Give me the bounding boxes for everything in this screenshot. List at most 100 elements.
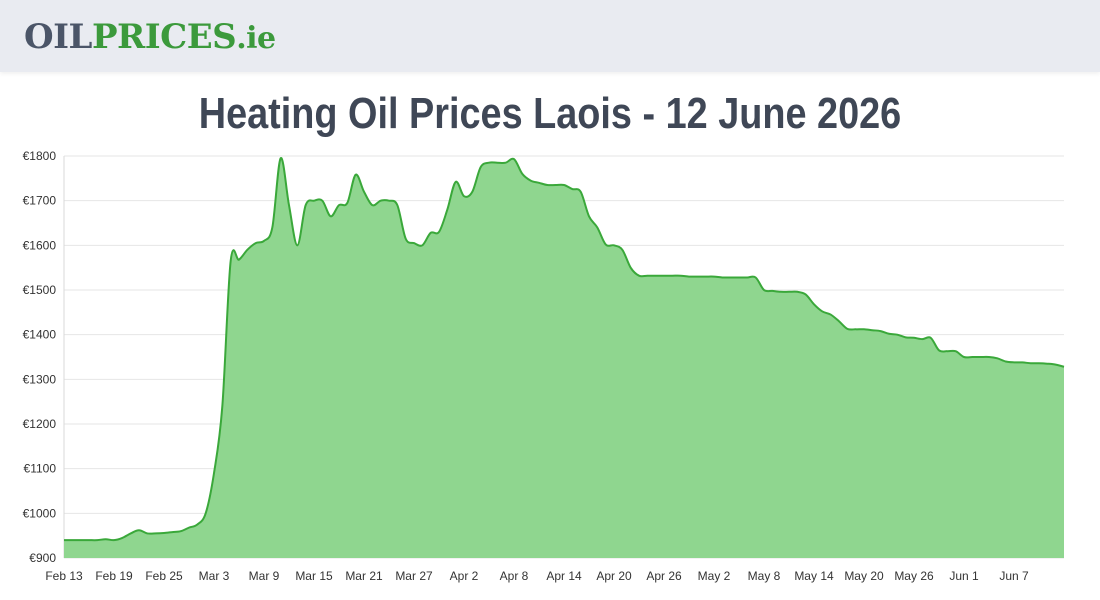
data-point[interactable] <box>994 355 1000 361</box>
data-point[interactable] <box>219 403 225 409</box>
data-point[interactable] <box>719 274 725 280</box>
data-point[interactable] <box>94 537 100 543</box>
data-point[interactable] <box>611 242 617 248</box>
data-point[interactable] <box>361 189 367 195</box>
data-point[interactable] <box>211 470 217 476</box>
data-point[interactable] <box>178 528 184 534</box>
data-point[interactable] <box>628 265 634 271</box>
data-point[interactable] <box>486 160 492 166</box>
data-point[interactable] <box>544 182 550 188</box>
data-point[interactable] <box>119 535 125 541</box>
data-point[interactable] <box>194 522 200 528</box>
data-point[interactable] <box>553 182 559 188</box>
data-point[interactable] <box>153 530 159 536</box>
site-logo[interactable]: OILPRICES.ie <box>24 14 276 62</box>
data-point[interactable] <box>511 156 517 162</box>
data-point[interactable] <box>786 289 792 295</box>
data-point[interactable] <box>428 230 434 236</box>
data-point[interactable] <box>328 213 334 219</box>
data-point[interactable] <box>736 274 742 280</box>
data-point[interactable] <box>286 202 292 208</box>
data-point[interactable] <box>203 510 209 516</box>
data-point[interactable] <box>1019 359 1025 365</box>
data-point[interactable] <box>728 274 734 280</box>
data-point[interactable] <box>803 291 809 297</box>
data-point[interactable] <box>644 273 650 279</box>
data-point[interactable] <box>711 274 717 280</box>
data-point[interactable] <box>844 326 850 332</box>
data-point[interactable] <box>878 328 884 334</box>
data-point[interactable] <box>261 238 267 244</box>
data-point[interactable] <box>186 525 192 531</box>
data-point[interactable] <box>494 160 500 166</box>
data-point[interactable] <box>969 354 975 360</box>
data-point[interactable] <box>244 247 250 253</box>
data-point[interactable] <box>561 182 567 188</box>
data-point[interactable] <box>903 334 909 340</box>
data-point[interactable] <box>886 331 892 337</box>
data-point[interactable] <box>294 242 300 248</box>
data-point[interactable] <box>411 240 417 246</box>
data-point[interactable] <box>753 274 759 280</box>
data-point[interactable] <box>703 274 709 280</box>
data-point[interactable] <box>69 537 75 543</box>
data-point[interactable] <box>478 164 484 170</box>
data-point[interactable] <box>1044 361 1050 367</box>
data-point[interactable] <box>928 335 934 341</box>
data-point[interactable] <box>586 213 592 219</box>
data-point[interactable] <box>419 242 425 248</box>
data-point[interactable] <box>669 273 675 279</box>
data-point[interactable] <box>228 258 234 264</box>
data-point[interactable] <box>303 202 309 208</box>
data-point[interactable] <box>161 530 167 536</box>
data-point[interactable] <box>378 198 384 204</box>
data-point[interactable] <box>653 273 659 279</box>
data-point[interactable] <box>1011 359 1017 365</box>
data-point[interactable] <box>461 193 467 199</box>
data-point[interactable] <box>519 171 525 177</box>
data-point[interactable] <box>936 347 942 353</box>
data-point[interactable] <box>136 527 142 533</box>
data-point[interactable] <box>536 180 542 186</box>
data-point[interactable] <box>794 289 800 295</box>
data-point[interactable] <box>694 274 700 280</box>
data-point[interactable] <box>453 179 459 185</box>
data-point[interactable] <box>819 308 825 314</box>
data-point[interactable] <box>86 537 92 543</box>
data-point[interactable] <box>894 332 900 338</box>
data-point[interactable] <box>686 274 692 280</box>
data-point[interactable] <box>978 354 984 360</box>
data-point[interactable] <box>853 326 859 332</box>
data-point[interactable] <box>394 202 400 208</box>
data-point[interactable] <box>1003 358 1009 364</box>
data-point[interactable] <box>569 186 575 192</box>
data-point[interactable] <box>869 327 875 333</box>
data-point[interactable] <box>144 530 150 536</box>
data-point[interactable] <box>128 530 134 536</box>
data-point[interactable] <box>578 189 584 195</box>
data-point[interactable] <box>1028 360 1034 366</box>
data-point[interactable] <box>278 155 284 161</box>
data-point[interactable] <box>469 189 475 195</box>
data-point[interactable] <box>986 354 992 360</box>
data-point[interactable] <box>944 348 950 354</box>
data-point[interactable] <box>811 301 817 307</box>
data-point[interactable] <box>319 198 325 204</box>
data-point[interactable] <box>369 202 375 208</box>
data-point[interactable] <box>103 536 109 542</box>
data-point[interactable] <box>253 240 259 246</box>
data-point[interactable] <box>678 273 684 279</box>
data-point[interactable] <box>636 273 642 279</box>
data-point[interactable] <box>953 348 959 354</box>
data-point[interactable] <box>386 198 392 204</box>
data-point[interactable] <box>778 289 784 295</box>
data-point[interactable] <box>661 273 667 279</box>
data-point[interactable] <box>353 172 359 178</box>
data-point[interactable] <box>503 160 509 166</box>
data-point[interactable] <box>269 224 275 230</box>
data-point[interactable] <box>961 354 967 360</box>
data-point[interactable] <box>344 200 350 206</box>
data-point[interactable] <box>111 537 117 543</box>
data-point[interactable] <box>744 274 750 280</box>
data-point[interactable] <box>169 529 175 535</box>
